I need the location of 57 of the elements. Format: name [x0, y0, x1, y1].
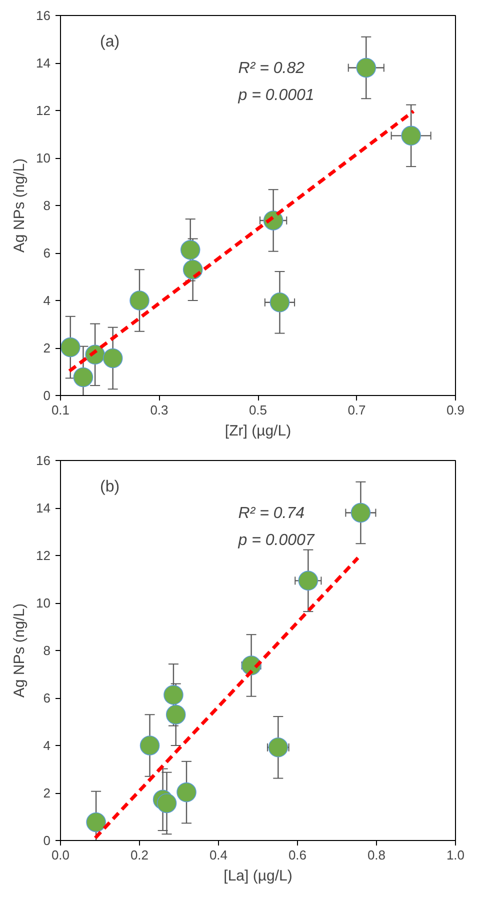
annotation: (b) [100, 478, 120, 496]
y-tick-label: 14 [36, 56, 51, 70]
x-axis-title: [La] (µg/L) [224, 868, 292, 884]
annotation: R² = 0.74 [238, 505, 305, 522]
point [102, 348, 123, 368]
point [60, 337, 80, 358]
point [401, 126, 421, 146]
y-tick-label: 10 [36, 596, 51, 610]
annotation: p = 0.0001 [237, 86, 314, 104]
point [270, 292, 290, 312]
x-tick-label: 0.7 [348, 402, 366, 418]
y-tick-label: 0 [43, 833, 51, 848]
x-tick-label: 0.5 [248, 402, 268, 418]
y-tick-label: 12 [36, 103, 51, 118]
x-tick-label: 0.4 [209, 848, 228, 862]
x-tick-label: 0.9 [446, 402, 465, 418]
annotation: (a) [100, 34, 120, 51]
y-tick-label: 16 [36, 453, 51, 468]
y-tick-label: 14 [36, 500, 51, 516]
point [268, 738, 288, 758]
y-tick-label: 8 [43, 198, 51, 213]
y-tick-label: 0 [43, 388, 51, 403]
point [156, 793, 177, 814]
point [164, 685, 184, 705]
point [356, 58, 376, 78]
x-tick-label: 0.0 [51, 848, 70, 862]
point [298, 570, 318, 591]
y-axis-title: Ag NPs (ng/L) [11, 603, 28, 698]
y-tick-label: 2 [43, 340, 51, 356]
annotation: p = 0.0007 [237, 532, 316, 549]
x-tick-label: 0.1 [51, 402, 70, 418]
y-tick-label: 6 [43, 690, 51, 706]
y-tick-label: 12 [36, 548, 51, 563]
y-axis-title: Ag NPs (ng/L) [11, 158, 28, 253]
x-tick-label: 1.0 [446, 848, 465, 862]
point [86, 812, 106, 832]
y-tick-label: 2 [43, 786, 51, 800]
x-axis-title: [Zr] (µg/L) [224, 422, 292, 440]
x-tick-label: 0.2 [130, 848, 149, 862]
point [166, 704, 186, 725]
annotation: R² = 0.82 [238, 60, 305, 78]
y-tick-label: 6 [43, 246, 51, 260]
point [140, 736, 160, 756]
point [73, 367, 94, 388]
point [130, 290, 150, 310]
point [182, 260, 203, 280]
y-tick-label: 4 [43, 293, 51, 308]
point [350, 502, 371, 523]
point [180, 240, 200, 260]
x-tick-label: 0.6 [288, 848, 307, 862]
y-tick-label: 8 [43, 643, 51, 658]
y-tick-label: 4 [43, 738, 51, 753]
y-tick-label: 16 [36, 8, 51, 23]
y-tick-label: 10 [36, 150, 51, 166]
x-tick-label: 0.8 [367, 848, 386, 862]
x-tick-label: 0.3 [150, 402, 168, 418]
point [176, 782, 196, 802]
